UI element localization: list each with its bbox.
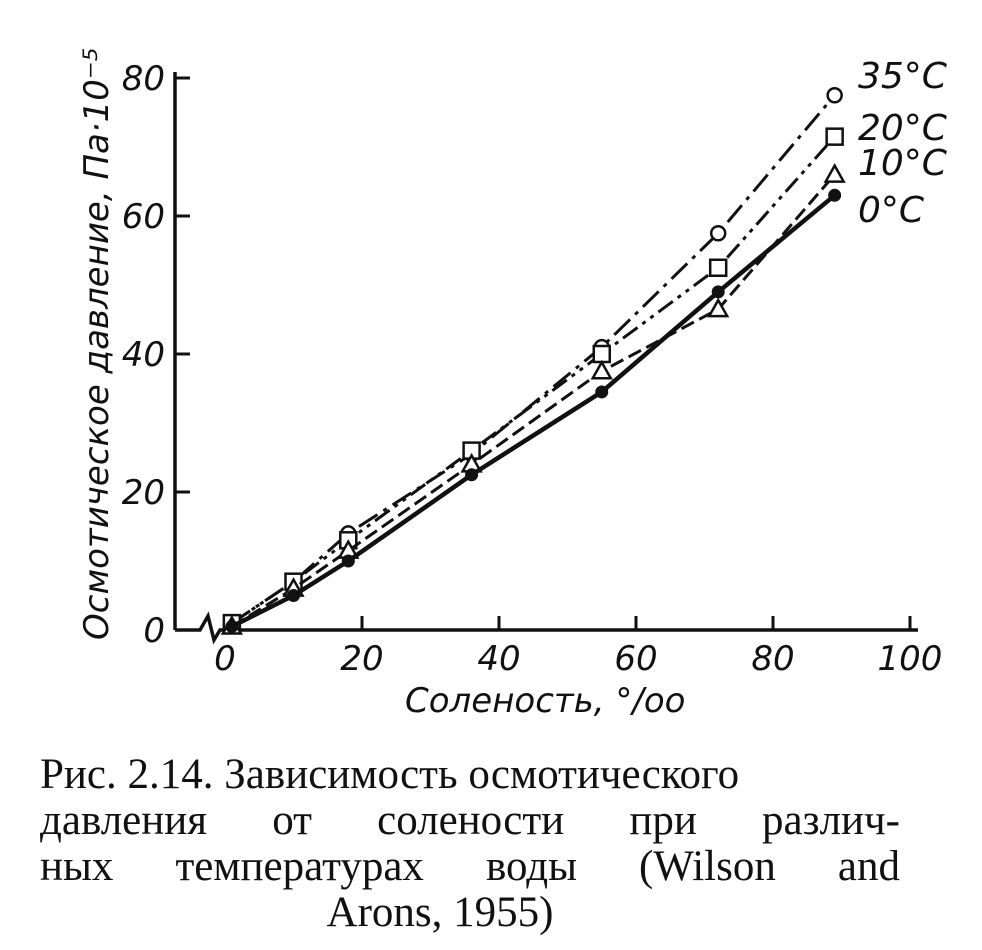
caption-line-2: давления от солености при различ- (40, 797, 900, 844)
data-point-triangle-open (707, 297, 730, 318)
figure-caption: Рис. 2.14. Зависимость осмотического дав… (40, 752, 900, 936)
caption-line-1: Рис. 2.14. Зависимость осмотического (40, 751, 740, 798)
data-point-circle-open (709, 225, 727, 242)
data-point-circle-filled (828, 188, 842, 202)
data-point-square-open (708, 258, 728, 277)
series-layer: 35°C 20°C10°C 0°C (220, 56, 948, 635)
data-point-circle-filled (595, 385, 609, 399)
y-tick-label: 0 (143, 611, 165, 651)
series-line (231, 135, 836, 625)
caption-line-4: Arons, 1955) (326, 889, 554, 936)
data-point-circle-filled (287, 589, 300, 602)
series-label: 35°C (858, 56, 948, 97)
data-point-circle-filled (465, 468, 479, 482)
salinity-pressure-chart: 0 20 40 60 80 0 20 40 60 80 100 35°C 20°C10°C 0°C Со… (77, 47, 948, 721)
y-axis-label: Осмотическое давление, Па·10⁻⁵ (77, 47, 117, 640)
x-tick-label: 60 (614, 639, 657, 679)
data-point-circle-filled (711, 285, 725, 299)
series-label: 10°C (858, 143, 948, 184)
y-tick-label: 80 (122, 59, 165, 99)
x-tick-label: 0 (214, 639, 236, 679)
data-point-circle-open (826, 87, 843, 104)
series-line (230, 193, 837, 629)
data-point-square-open (825, 127, 844, 146)
series-label: 20°C (858, 108, 948, 149)
y-tick-label: 40 (122, 335, 165, 375)
x-tick-label: 20 (340, 639, 383, 679)
series-2: 10°C (220, 143, 948, 635)
data-point-triangle-open (823, 163, 846, 183)
y-tick-label: 20 (122, 473, 165, 513)
x-axis-line (175, 611, 918, 645)
series-line (231, 94, 836, 625)
data-point-triangle-open (590, 359, 613, 380)
x-tick-label: 80 (751, 639, 794, 679)
data-point-circle-filled (341, 554, 355, 568)
series-3: 0°C (225, 188, 925, 634)
data-point-square-open (592, 344, 611, 364)
series-label: 0°C (858, 190, 925, 231)
series-1: 20°C (222, 108, 948, 633)
caption-line-3: ных температурах воды (Wilson and (40, 843, 900, 890)
data-point-circle-filled (225, 620, 239, 634)
y-tick-label: 60 (122, 197, 165, 237)
x-tick-label: 40 (477, 639, 520, 679)
axes: 0 20 40 60 80 0 20 40 60 80 100 (122, 59, 943, 679)
series-line (231, 173, 836, 628)
x-tick-label: 100 (878, 639, 943, 679)
x-axis-label: Соленость, °/oo (405, 681, 685, 721)
